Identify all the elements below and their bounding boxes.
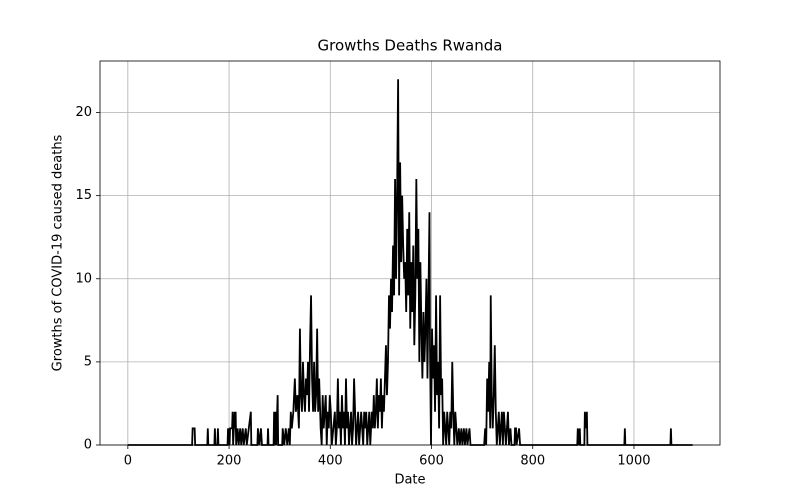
- x-tick-label: 0: [124, 454, 132, 469]
- y-axis-label: Growths of COVID-19 caused deaths: [51, 134, 66, 371]
- x-tick-label: 400: [318, 454, 343, 469]
- y-tick-label: 20: [75, 105, 92, 120]
- y-tick-label: 10: [75, 271, 92, 286]
- y-tick-label: 15: [75, 188, 92, 203]
- chart-title: Growths Deaths Rwanda: [318, 37, 503, 55]
- x-tick-label: 1000: [617, 454, 650, 469]
- x-axis-label: Date: [394, 473, 425, 488]
- plot: [127, 79, 693, 446]
- x-tick-label: 600: [419, 454, 444, 469]
- y-tick-label: 0: [84, 438, 92, 453]
- y-tick-label: 5: [84, 354, 92, 369]
- x-tick-label: 800: [520, 454, 545, 469]
- data-line: [127, 79, 693, 446]
- x-tick-label: 200: [217, 454, 242, 469]
- plot-frame: [99, 60, 721, 446]
